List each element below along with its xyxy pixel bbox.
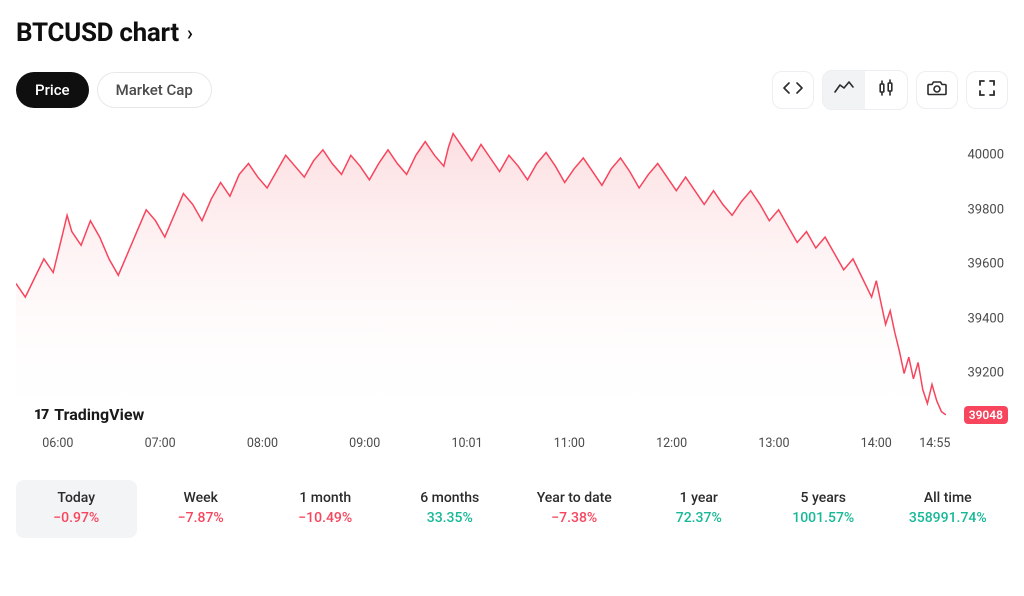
range-label: 6 months [394, 490, 507, 506]
x-tick-label: 07:00 [145, 436, 176, 451]
pill-marketcap[interactable]: Market Cap [97, 72, 212, 108]
chart-type-group [822, 70, 908, 110]
camera-icon [927, 80, 947, 100]
range-value: −7.38% [518, 510, 631, 526]
y-tick-label: 40000 [967, 148, 1004, 163]
chart-header: BTCUSD chart › [16, 18, 1008, 48]
range-6-months[interactable]: 6 months 33.35% [390, 480, 511, 538]
chart-toolbar [772, 70, 1008, 110]
fullscreen-icon [978, 79, 996, 101]
y-tick-label: 39600 [967, 257, 1004, 272]
chart-title[interactable]: BTCUSD chart [16, 18, 179, 48]
x-axis: 06:00 07:00 08:00 09:00 10:01 11:00 12:00 13:00… [16, 436, 946, 458]
range-value: 358991.74% [892, 510, 1005, 526]
range-value: 72.37% [643, 510, 756, 526]
chart-svg [16, 128, 946, 428]
watermark-text: TradingView [54, 405, 144, 424]
range-value: −0.97% [20, 510, 133, 526]
candlestick-icon [877, 79, 895, 101]
range-value: 1001.57% [767, 510, 880, 526]
tradingview-logo-icon: 17 [34, 407, 48, 423]
x-tick-label: 09:00 [349, 436, 380, 451]
fullscreen-button[interactable] [966, 71, 1008, 109]
range-label: 5 years [767, 490, 880, 506]
tradingview-watermark: 17 TradingView [34, 405, 144, 424]
range-label: Week [145, 490, 258, 506]
controls-row: Price Market Cap [16, 70, 1008, 110]
embed-button[interactable] [772, 71, 814, 109]
range-value: 33.35% [394, 510, 507, 526]
metric-pills: Price Market Cap [16, 72, 212, 108]
range-value: −10.49% [269, 510, 382, 526]
x-tick-label: 06:00 [42, 436, 73, 451]
price-chart[interactable]: 40000 39800 39600 39400 39200 39048 17 Tradi… [16, 128, 1008, 458]
range-all-time[interactable]: All time 358991.74% [888, 480, 1009, 538]
y-axis: 40000 39800 39600 39400 39200 [956, 128, 1008, 428]
x-tick-label: 11:00 [554, 436, 585, 451]
y-tick-label: 39400 [967, 311, 1004, 326]
x-tick-label: 14:00 [861, 436, 892, 451]
range-1-month[interactable]: 1 month −10.49% [265, 480, 386, 538]
chart-type-area-button[interactable] [823, 71, 865, 109]
range-today[interactable]: Today −0.97% [16, 480, 137, 538]
chevron-right-icon[interactable]: › [187, 21, 193, 45]
x-tick-label: 13:00 [758, 436, 789, 451]
current-price-badge: 39048 [964, 406, 1008, 424]
time-range-selector: Today −0.97% Week −7.87% 1 month −10.49% 6 mon… [16, 480, 1008, 538]
range-label: Year to date [518, 490, 631, 506]
range-label: 1 year [643, 490, 756, 506]
chart-type-candles-button[interactable] [865, 71, 907, 109]
range-label: Today [20, 490, 133, 506]
range-label: All time [892, 490, 1005, 506]
range-week[interactable]: Week −7.87% [141, 480, 262, 538]
range-value: −7.87% [145, 510, 258, 526]
range-1-year[interactable]: 1 year 72.37% [639, 480, 760, 538]
area-chart-icon [834, 80, 854, 100]
x-tick-label: 14:55 [919, 436, 950, 451]
code-icon [783, 80, 803, 100]
x-tick-label: 10:01 [451, 436, 482, 451]
y-tick-label: 39800 [967, 202, 1004, 217]
range-label: 1 month [269, 490, 382, 506]
x-tick-label: 08:00 [247, 436, 278, 451]
pill-price[interactable]: Price [16, 72, 89, 108]
range-year-to-date[interactable]: Year to date −7.38% [514, 480, 635, 538]
snapshot-button[interactable] [916, 71, 958, 109]
y-tick-label: 39200 [967, 366, 1004, 381]
x-tick-label: 12:00 [656, 436, 687, 451]
range-5-years[interactable]: 5 years 1001.57% [763, 480, 884, 538]
